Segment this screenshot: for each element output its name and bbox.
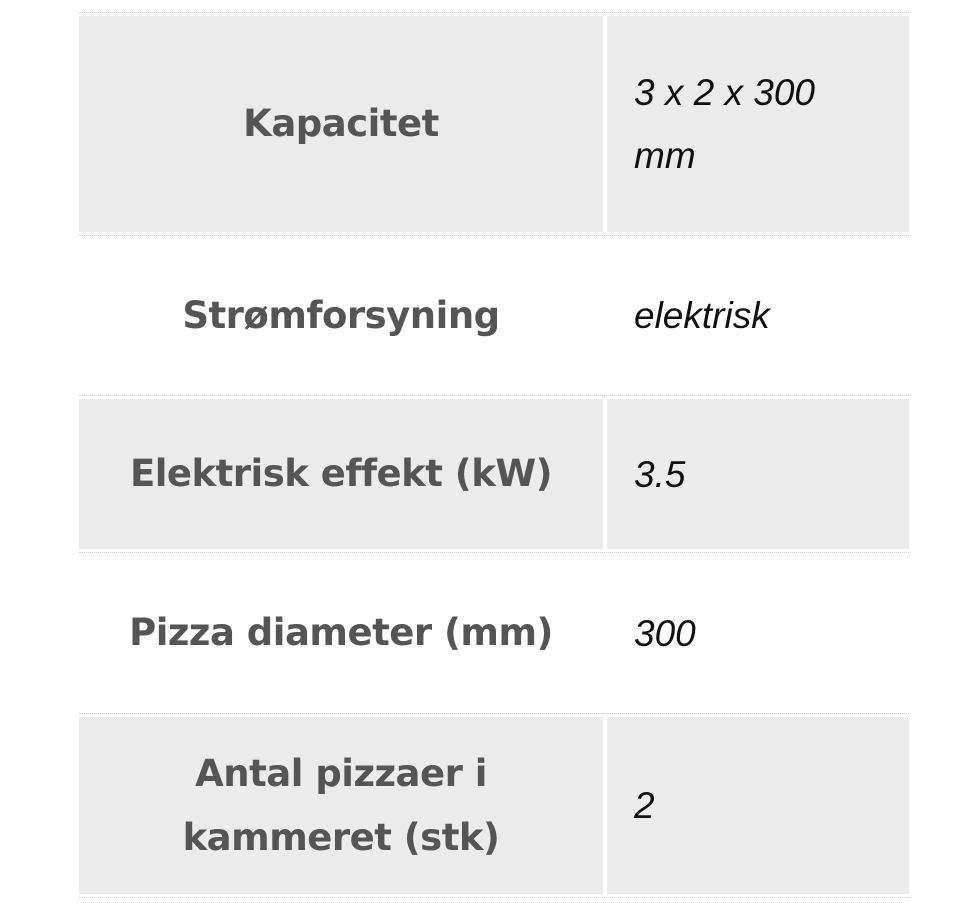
spec-value: 300 <box>634 612 696 654</box>
spec-value: 3 x 2 x 300 mm <box>607 16 909 232</box>
spec-label: Elektrisk effekt (kW) <box>79 399 603 549</box>
spec-label: Kapacitet <box>79 16 603 232</box>
spec-value: 2 <box>607 717 909 894</box>
table-row: Antal pizzaer i kammeret (stk) 2 <box>79 714 909 898</box>
table-row: Pizza diameter (mm) 300 <box>79 553 909 714</box>
spec-label: Pizza diameter (mm) <box>129 611 553 654</box>
spec-value: elektrisk <box>634 295 770 336</box>
table-row: Strømforsyning elektrisk <box>79 236 909 396</box>
spec-label: Antal pizzaer i kammeret (stk) <box>79 717 603 894</box>
table-row: Elektrisk effekt (kW) 3.5 <box>79 396 909 553</box>
spec-value: 3.5 <box>607 399 909 549</box>
table-row: Kapacitet 3 x 2 x 300 mm <box>79 13 909 236</box>
spec-label: Strømforsyning <box>182 293 500 337</box>
specs-table: Kapacitet 3 x 2 x 300 mm Strømforsyning … <box>79 12 909 898</box>
